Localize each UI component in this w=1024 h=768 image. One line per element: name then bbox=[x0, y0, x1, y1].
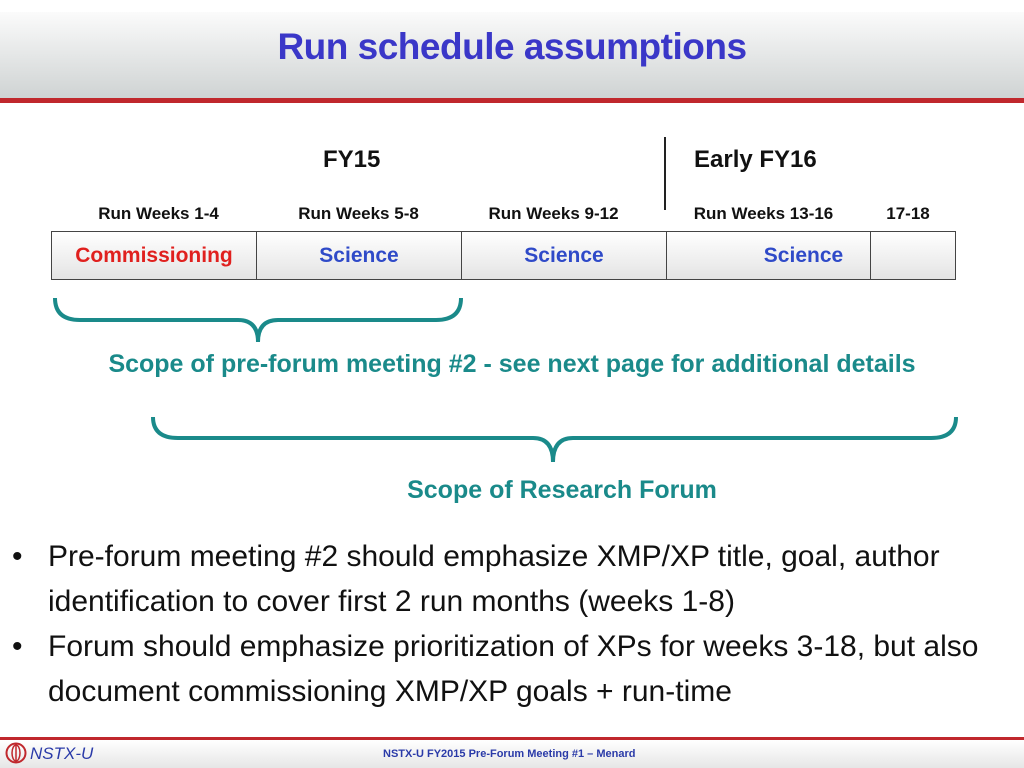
phase-science: Science bbox=[256, 231, 462, 280]
phase-science: Science bbox=[461, 231, 667, 280]
bullet-item: Forum should emphasize prioritization of… bbox=[48, 630, 979, 708]
brace-pre-forum bbox=[53, 297, 463, 343]
bullet-dot: • bbox=[12, 630, 23, 663]
week-label: 17-18 bbox=[886, 204, 930, 223]
footer-center-text: NSTX-U FY2015 Pre-Forum Meeting #1 – Men… bbox=[383, 748, 636, 760]
period-fy15: FY15 bbox=[323, 146, 381, 173]
bullet-item: Pre-forum meeting #2 should emphasize XM… bbox=[48, 540, 940, 618]
phase-empty bbox=[870, 231, 956, 280]
week-label: Run Weeks 13-16 bbox=[693, 204, 834, 223]
phase-science: Science bbox=[666, 231, 871, 280]
period-early-fy16: Early FY16 bbox=[694, 146, 817, 173]
footer-logo-text: NSTX-U bbox=[30, 744, 94, 763]
bullet-dot: • bbox=[12, 540, 23, 573]
nstx-logo-icon bbox=[5, 742, 27, 764]
scope-research-forum-label: Scope of Research Forum bbox=[407, 476, 717, 504]
fiscal-year-divider bbox=[664, 137, 666, 210]
footer bbox=[0, 740, 1024, 768]
week-label: Run Weeks 9-12 bbox=[488, 204, 619, 223]
header-band bbox=[0, 12, 1024, 98]
header-divider bbox=[0, 98, 1024, 103]
week-label: Run Weeks 1-4 bbox=[98, 204, 219, 223]
slide-title: Run schedule assumptions bbox=[277, 26, 747, 67]
footer-divider bbox=[0, 737, 1024, 740]
scope-pre-forum-label: Scope of pre-forum meeting #2 - see next… bbox=[108, 350, 916, 378]
brace-research-forum bbox=[151, 416, 958, 463]
week-label: Run Weeks 5-8 bbox=[298, 204, 419, 223]
phase-commissioning: Commissioning bbox=[51, 231, 257, 280]
